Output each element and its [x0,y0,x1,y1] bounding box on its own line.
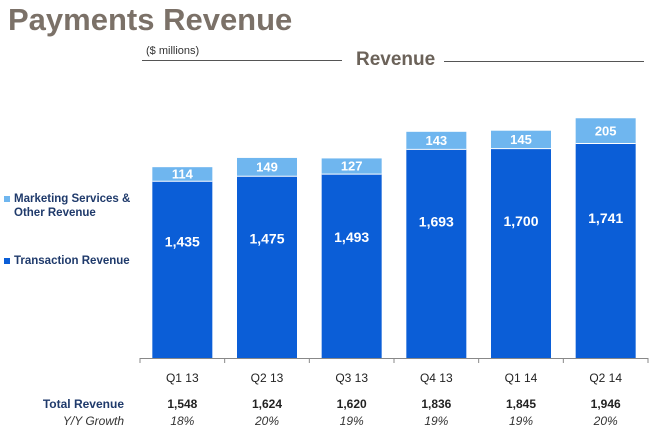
chart-title: Revenue [356,49,436,70]
data-label-transaction: 1,741 [588,210,623,226]
data-label-transaction: 1,475 [249,231,284,247]
legend-label-transaction: Transaction Revenue [14,255,130,267]
bar-transaction [321,174,382,358]
data-label-marketing: 127 [341,159,363,174]
legend-swatch-transaction [4,258,10,264]
page-title: Payments Revenue [8,2,293,37]
data-label-transaction: 1,693 [419,214,454,230]
bar-transaction [491,148,551,358]
total-revenue-cell: 1,946 [590,397,621,411]
title-rule [444,61,644,62]
total-revenue-label: Total Revenue [42,397,124,411]
x-tick-label: Q3 13 [335,371,368,385]
bar-marketing [406,131,467,150]
x-tick-label: Q2 14 [589,371,622,385]
bar-transaction [575,143,636,358]
yy-growth-label: Y/Y Growth [62,414,124,428]
data-label-marketing: 145 [510,132,532,147]
legend-item-marketing: Marketing Services & Other Revenue [4,192,149,220]
data-label-marketing: 149 [256,160,278,175]
total-revenue-cell: 1,548 [167,397,198,411]
bar-marketing [575,118,636,144]
yy-growth-cell: 18% [170,414,195,428]
bar-marketing [491,130,551,149]
units-rule [142,60,342,61]
data-label-marketing: 143 [425,133,447,148]
yy-growth-cell: 19% [508,414,534,428]
bar-marketing [237,157,297,177]
total-revenue-cell: 1,624 [251,397,283,411]
bar-marketing [152,167,213,182]
units-label: ($ millions) [146,45,200,57]
data-label-marketing: 114 [172,167,194,182]
x-tick-label: Q2 13 [251,371,284,385]
x-tick-label: Q1 13 [166,371,199,385]
legend-label-marketing: Marketing Services & Other Revenue [14,193,131,219]
data-label-transaction: 1,700 [503,213,538,229]
legend-item-transaction: Transaction Revenue [4,254,130,268]
data-label-transaction: 1,435 [165,234,200,250]
legend-swatch-marketing [4,196,10,202]
bar-transaction [406,149,467,358]
bar-transaction [237,176,297,358]
bar-marketing [321,158,382,175]
total-revenue-cell: 1,620 [336,397,367,411]
x-tick-label: Q1 14 [505,371,538,385]
bar-transaction [152,181,213,358]
yy-growth-cell: 19% [424,414,449,428]
x-tick-label: Q4 13 [420,371,453,385]
data-label-marketing: 205 [595,123,617,138]
data-label-transaction: 1,493 [334,229,369,245]
yy-growth-cell: 20% [593,414,618,428]
total-revenue-cell: 1,836 [421,397,452,411]
total-revenue-cell: 1,845 [505,397,537,411]
yy-growth-cell: 19% [339,414,364,428]
yy-growth-cell: 20% [254,414,280,428]
